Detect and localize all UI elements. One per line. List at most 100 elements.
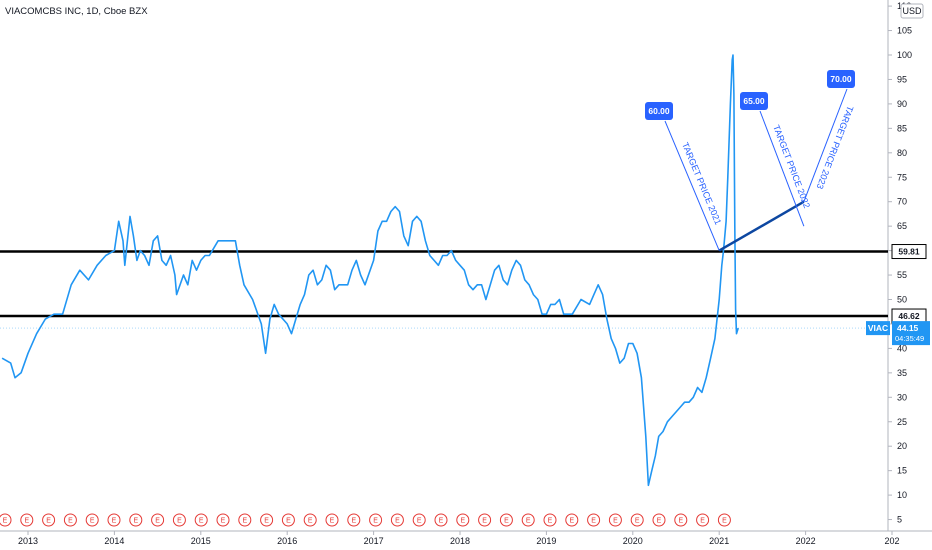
earnings-marker[interactable] xyxy=(42,513,56,527)
earnings-marker-label: E xyxy=(395,518,400,525)
earnings-marker[interactable] xyxy=(20,513,34,527)
annotation-tag-box xyxy=(740,92,768,110)
earnings-marker-label: E xyxy=(242,518,247,525)
earnings-marker-label: E xyxy=(330,518,335,525)
y-tick-label: 15 xyxy=(897,466,907,476)
x-tick-label: 2020 xyxy=(623,536,643,546)
x-tick-label: 2013 xyxy=(18,536,38,546)
earnings-marker[interactable] xyxy=(369,513,383,527)
annotation-leader xyxy=(759,110,805,227)
x-tick-label: 2018 xyxy=(450,536,470,546)
earnings-marker[interactable] xyxy=(0,513,12,527)
earnings-marker-label: E xyxy=(286,518,291,525)
earnings-marker[interactable] xyxy=(499,513,513,527)
earnings-marker[interactable] xyxy=(434,513,448,527)
x-tick-label: 2017 xyxy=(364,536,384,546)
earnings-marker[interactable] xyxy=(412,513,426,527)
x-tick-label: 2014 xyxy=(104,536,124,546)
y-tick-label: 5 xyxy=(897,515,902,525)
earnings-marker[interactable] xyxy=(63,513,77,527)
earnings-marker[interactable] xyxy=(216,513,230,527)
earnings-marker-label: E xyxy=(722,518,727,525)
earnings-marker[interactable] xyxy=(303,513,317,527)
earnings-marker[interactable] xyxy=(107,513,121,527)
earnings-marker[interactable] xyxy=(630,513,644,527)
earnings-marker-label: E xyxy=(133,518,138,525)
chart-title: VIACOMCBS INC, 1D, Cboe BZX xyxy=(5,6,148,17)
x-tick-label: 2016 xyxy=(277,536,297,546)
y-tick-label: 25 xyxy=(897,417,907,427)
earnings-marker[interactable] xyxy=(652,513,666,527)
earnings-marker[interactable] xyxy=(674,513,688,527)
earnings-marker[interactable] xyxy=(129,513,143,527)
earnings-marker-label: E xyxy=(657,518,662,525)
earnings-marker[interactable] xyxy=(608,513,622,527)
earnings-marker[interactable] xyxy=(587,513,601,527)
earnings-marker[interactable] xyxy=(696,513,710,527)
y-tick-label: 20 xyxy=(897,441,907,451)
earnings-marker-label: E xyxy=(700,518,705,525)
earnings-marker[interactable] xyxy=(260,513,274,527)
level-price-label: 46.62 xyxy=(898,311,920,321)
y-tick-label: 10 xyxy=(897,490,907,500)
earnings-marker-label: E xyxy=(439,518,444,525)
earnings-marker[interactable] xyxy=(390,513,404,527)
y-tick-label: 80 xyxy=(897,148,907,158)
time-axis[interactable]: 2013 2014 2015 2016 2017 2018 2019 2020 2021 2022… xyxy=(18,531,900,546)
y-tick-label: 55 xyxy=(897,270,907,280)
x-tick-label: 2015 xyxy=(191,536,211,546)
earnings-marker-label: E xyxy=(3,518,8,525)
y-tick-label: 70 xyxy=(897,197,907,207)
earnings-marker-label: E xyxy=(24,518,29,525)
trendline xyxy=(718,200,805,252)
earnings-marker[interactable] xyxy=(717,513,731,527)
earnings-marker[interactable] xyxy=(238,513,252,527)
earnings-marker[interactable] xyxy=(347,513,361,527)
annotation-tag-value: 70.00 xyxy=(830,74,852,84)
y-tick-label: 105 xyxy=(897,26,912,36)
earnings-marker[interactable] xyxy=(478,513,492,527)
annotation-tag-value: 65.00 xyxy=(743,96,765,106)
earnings-marker-label: E xyxy=(46,518,51,525)
earnings-marker-label: E xyxy=(678,518,683,525)
earnings-marker[interactable] xyxy=(565,513,579,527)
earnings-marker[interactable] xyxy=(85,513,99,527)
earnings-marker-label: E xyxy=(373,518,378,525)
earnings-marker[interactable] xyxy=(456,513,470,527)
annotation-tag-box xyxy=(827,70,855,88)
earnings-marker-label: E xyxy=(351,518,356,525)
price-axis[interactable]: 5101520253035404550556065707580859095100… xyxy=(888,1,912,525)
earnings-marker-label: E xyxy=(635,518,640,525)
earnings-marker-label: E xyxy=(199,518,204,525)
earnings-marker-label: E xyxy=(417,518,422,525)
earnings-marker-label: E xyxy=(177,518,182,525)
x-tick-label: 2019 xyxy=(536,536,556,546)
earnings-marker[interactable] xyxy=(151,513,165,527)
earnings-marker[interactable] xyxy=(521,513,535,527)
y-tick-label: 40 xyxy=(897,343,907,353)
currency-label: USD xyxy=(902,6,922,16)
earnings-marker-label: E xyxy=(504,518,509,525)
earnings-marker-label: E xyxy=(460,518,465,525)
series-layer xyxy=(0,54,888,487)
level-price-badge xyxy=(891,244,927,260)
x-tick-label: 202 xyxy=(884,536,899,546)
earnings-marker[interactable] xyxy=(172,513,186,527)
horizontal-levels xyxy=(0,250,888,318)
earnings-marker-label: E xyxy=(264,518,269,525)
currency-badge[interactable] xyxy=(900,3,924,19)
last-price-badge xyxy=(892,321,930,346)
earnings-marker[interactable] xyxy=(281,513,295,527)
y-tick-label: 65 xyxy=(897,221,907,231)
price-series-line xyxy=(1,54,739,487)
earnings-marker-label: E xyxy=(221,518,226,525)
earnings-marker[interactable] xyxy=(194,513,208,527)
earnings-marker[interactable] xyxy=(325,513,339,527)
trendline-layer xyxy=(718,200,805,252)
y-tick-label: 30 xyxy=(897,392,907,402)
earnings-marker[interactable] xyxy=(543,513,557,527)
earnings-marker-label: E xyxy=(68,518,73,525)
